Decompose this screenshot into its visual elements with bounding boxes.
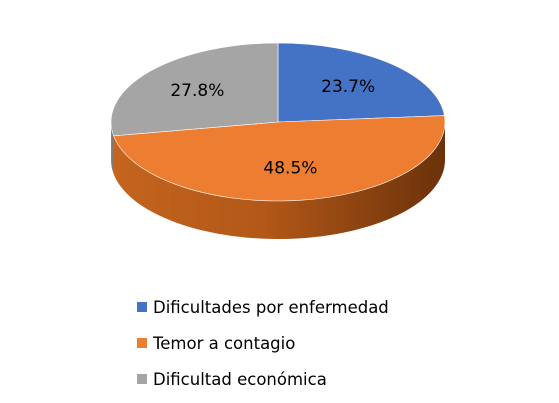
legend-item-economica[interactable]: Dificultad económica [137,361,389,397]
legend-swatch-temor [137,338,147,348]
pie-side-economica [111,122,114,174]
legend: Dificultades por enfermedad Temor a cont… [137,289,389,397]
legend-label-economica: Dificultad económica [153,369,327,389]
legend-item-dificultades[interactable]: Dificultades por enfermedad [137,289,389,325]
pie-side-temor [113,122,445,239]
data-label-temor: 48.5% [263,158,317,178]
legend-swatch-dificultades [137,302,147,312]
legend-label-temor: Temor a contagio [153,333,296,353]
pie-slice-temor[interactable] [113,115,446,202]
legend-item-temor[interactable]: Temor a contagio [137,325,389,361]
pie-slice-economica[interactable] [110,42,279,137]
legend-label-dificultades: Dificultades por enfermedad [153,297,389,317]
data-label-dificultades: 23.7% [321,77,375,97]
data-label-economica: 27.8% [170,81,224,101]
legend-swatch-economica [137,374,147,384]
pie-slice-dificultades[interactable] [277,42,445,123]
